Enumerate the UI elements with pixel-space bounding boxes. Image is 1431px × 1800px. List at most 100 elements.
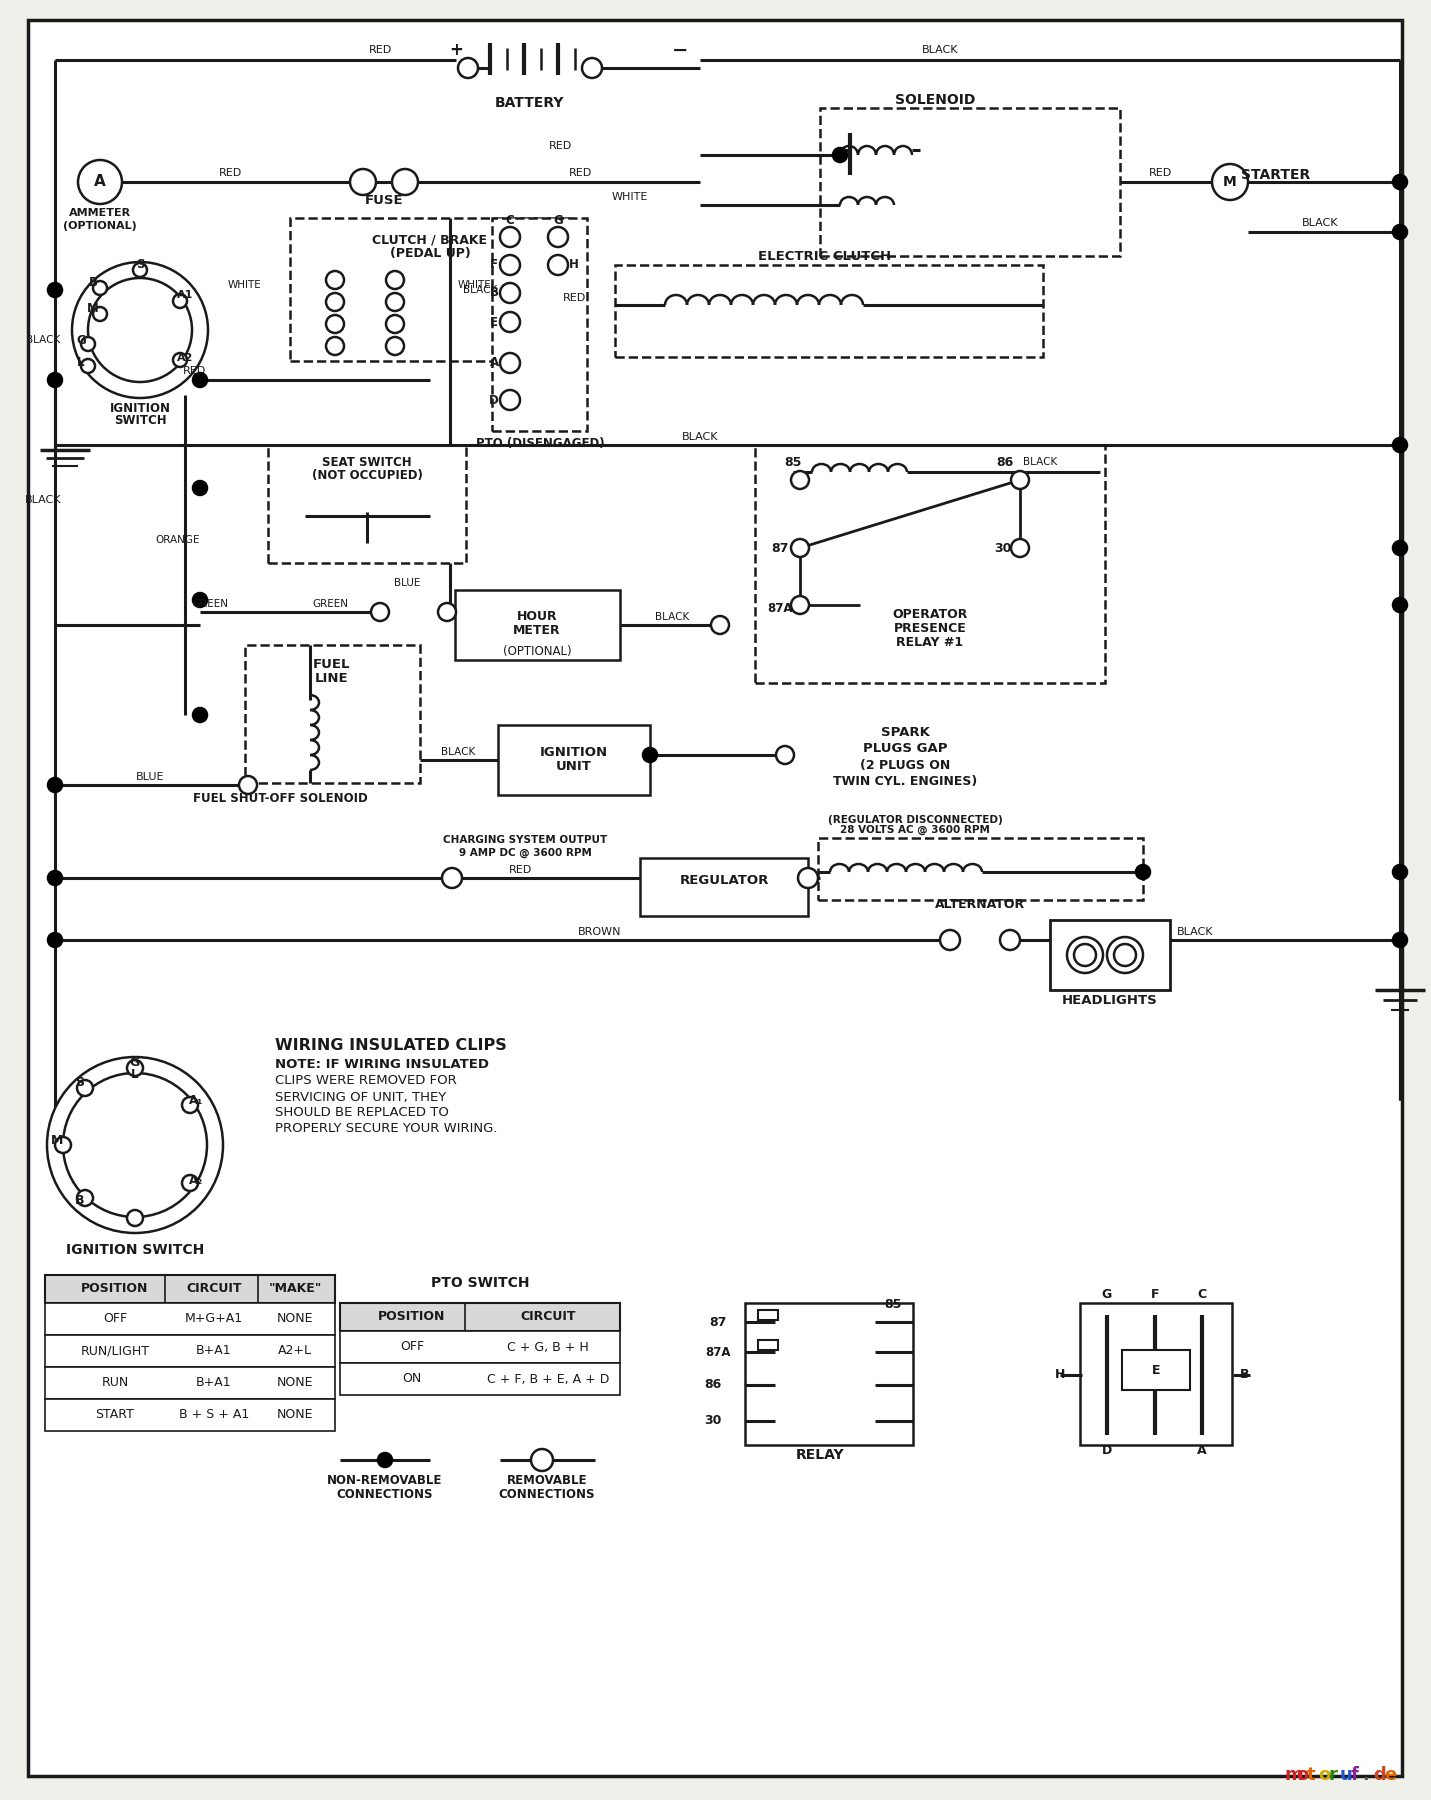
Circle shape [791, 596, 809, 614]
Text: REMOVABLE: REMOVABLE [507, 1474, 587, 1487]
Bar [758, 1310, 778, 1319]
Circle shape [173, 353, 187, 367]
Text: CHARGING SYSTEM OUTPUT: CHARGING SYSTEM OUTPUT [442, 835, 607, 844]
Circle shape [127, 1210, 143, 1226]
Text: WHITE: WHITE [458, 281, 492, 290]
Text: START: START [96, 1408, 135, 1422]
Text: B: B [76, 1193, 84, 1206]
Text: BLACK: BLACK [681, 432, 718, 443]
Text: GREEN: GREEN [192, 599, 228, 608]
Text: (2 PLUGS ON: (2 PLUGS ON [860, 758, 950, 772]
Text: NON-REMOVABLE: NON-REMOVABLE [328, 1474, 442, 1487]
Circle shape [1392, 542, 1407, 554]
Text: G: G [76, 333, 86, 346]
Text: RUN: RUN [102, 1377, 129, 1390]
Text: A: A [489, 356, 498, 369]
Bar [245, 644, 421, 783]
Bar [640, 859, 809, 916]
Circle shape [386, 272, 404, 290]
Text: ALTERNATOR: ALTERNATOR [934, 898, 1025, 911]
Circle shape [63, 1073, 207, 1217]
Bar [44, 1399, 335, 1431]
Text: 28 VOLTS AC @ 3600 RPM: 28 VOLTS AC @ 3600 RPM [840, 824, 990, 835]
Bar [341, 1330, 620, 1363]
Circle shape [643, 749, 657, 761]
Text: PTO (DISENGAGED): PTO (DISENGAGED) [475, 437, 604, 450]
Text: NOTE: IF WIRING INSULATED: NOTE: IF WIRING INSULATED [275, 1058, 489, 1071]
Text: M: M [52, 1134, 63, 1147]
Text: HOUR: HOUR [517, 610, 557, 623]
Bar [1080, 1303, 1232, 1445]
Text: RELAY #1: RELAY #1 [896, 635, 963, 648]
Text: 30: 30 [995, 542, 1012, 554]
Bar [820, 108, 1120, 256]
Text: NONE: NONE [276, 1408, 313, 1422]
Text: BLACK: BLACK [24, 495, 62, 506]
Text: POSITION: POSITION [82, 1282, 149, 1296]
Text: f: f [1351, 1766, 1359, 1784]
Circle shape [386, 337, 404, 355]
Circle shape [392, 169, 418, 194]
Text: NONE: NONE [276, 1377, 313, 1390]
Text: RED: RED [548, 140, 571, 151]
Circle shape [49, 283, 62, 297]
Text: CONNECTIONS: CONNECTIONS [499, 1487, 595, 1501]
Text: RED: RED [564, 293, 587, 302]
Circle shape [1392, 932, 1407, 947]
Circle shape [531, 1449, 552, 1471]
Bar [1122, 1350, 1191, 1390]
Circle shape [499, 391, 519, 410]
Circle shape [77, 1190, 93, 1206]
Text: OPERATOR: OPERATOR [893, 608, 967, 621]
Circle shape [182, 1096, 197, 1112]
Text: RED: RED [368, 45, 392, 56]
Text: d: d [1372, 1766, 1385, 1784]
Circle shape [193, 481, 207, 495]
Text: "MAKE": "MAKE" [269, 1282, 322, 1296]
Circle shape [49, 932, 62, 947]
Circle shape [458, 58, 478, 77]
Bar [341, 1363, 620, 1395]
Text: IGNITION SWITCH: IGNITION SWITCH [66, 1244, 205, 1256]
Circle shape [791, 472, 809, 490]
Circle shape [438, 603, 456, 621]
Text: PRESENCE: PRESENCE [893, 621, 966, 635]
Circle shape [193, 373, 207, 387]
Bar [44, 1366, 335, 1399]
Circle shape [82, 337, 94, 351]
Circle shape [72, 263, 207, 398]
Text: LINE: LINE [315, 673, 349, 686]
Bar [615, 265, 1043, 356]
Circle shape [49, 778, 62, 792]
Text: UNIT: UNIT [557, 760, 592, 774]
Circle shape [386, 315, 404, 333]
Text: 86: 86 [996, 455, 1013, 468]
Text: HEADLIGHTS: HEADLIGHTS [1062, 994, 1158, 1006]
Text: 85: 85 [884, 1298, 902, 1312]
Text: −: − [671, 40, 688, 59]
Text: BLACK: BLACK [655, 612, 690, 623]
Text: PROPERLY SECURE YOUR WIRING.: PROPERLY SECURE YOUR WIRING. [275, 1123, 498, 1136]
Bar [44, 1274, 335, 1303]
Circle shape [77, 1080, 93, 1096]
Circle shape [1075, 943, 1096, 967]
Bar [498, 725, 650, 796]
Circle shape [940, 931, 960, 950]
Bar [268, 445, 467, 563]
Bar [756, 445, 1105, 682]
Text: G: G [130, 1057, 140, 1069]
Circle shape [499, 227, 519, 247]
Text: m: m [1285, 1766, 1304, 1784]
Text: BROWN: BROWN [578, 927, 621, 938]
Text: u: u [1339, 1766, 1352, 1784]
Text: IGNITION: IGNITION [110, 401, 170, 414]
Text: (NOT OCCUPIED): (NOT OCCUPIED) [312, 470, 422, 482]
Text: (OPTIONAL): (OPTIONAL) [63, 221, 137, 230]
Text: E: E [1152, 1364, 1161, 1377]
Circle shape [499, 283, 519, 302]
Text: REGULATOR: REGULATOR [680, 873, 768, 887]
Text: F: F [489, 259, 498, 272]
Text: H: H [570, 259, 580, 272]
Circle shape [79, 160, 122, 203]
Text: 87: 87 [710, 1316, 727, 1328]
